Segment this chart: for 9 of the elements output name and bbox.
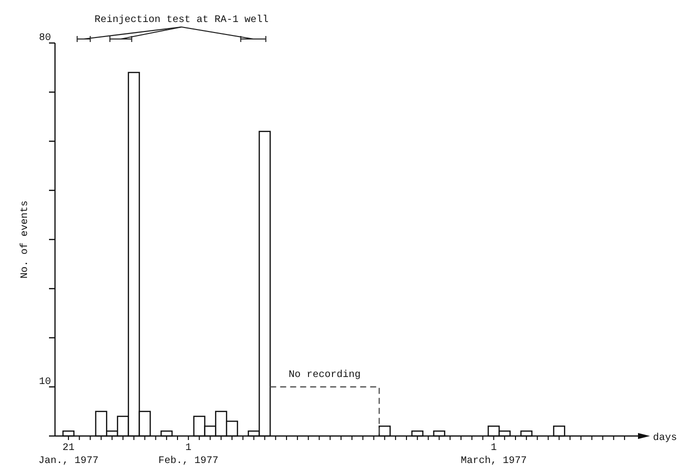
x-axis-title: days: [653, 432, 678, 444]
x-tick-label: 21 Jan., 1977: [38, 443, 98, 467]
annotation: No recording: [288, 368, 361, 381]
x-tick-label: 1 Feb., 1977: [158, 443, 218, 467]
y-tick-label: 10: [38, 376, 51, 388]
text: Reinjection test at RA-1 well: [94, 14, 269, 26]
x-tick-label: 1 March, 1977: [460, 443, 527, 467]
y-axis-title: No. of events: [19, 200, 31, 279]
y-tick-label: 80: [38, 33, 51, 44]
